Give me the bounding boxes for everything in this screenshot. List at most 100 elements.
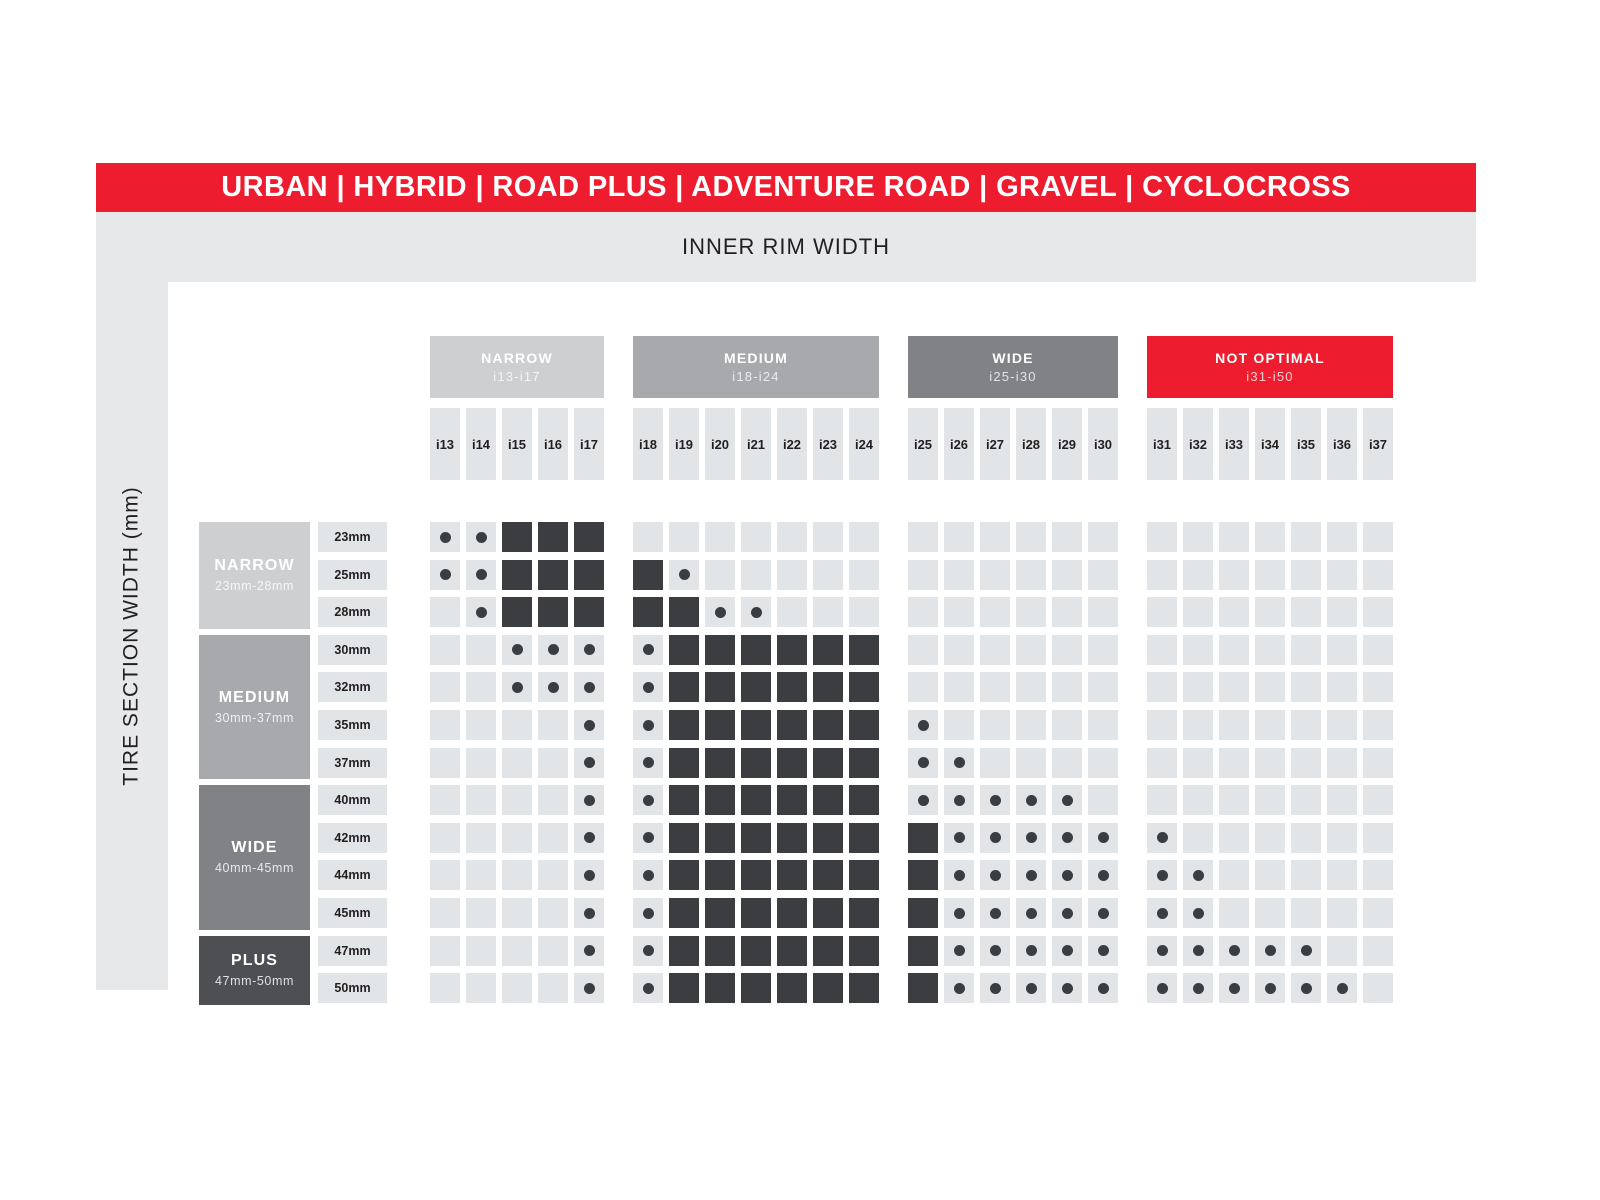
matrix-cell: [908, 898, 938, 928]
matrix-cell: [1016, 597, 1046, 628]
matrix-cell: [908, 860, 938, 891]
matrix-cell: [1016, 860, 1046, 891]
column-header-i21: i21: [741, 408, 771, 480]
matrix-cell: [669, 634, 699, 665]
matrix-cell: [705, 747, 735, 778]
row-group-name: WIDE: [231, 839, 278, 857]
column-group-range: i13-i17: [493, 369, 541, 384]
matrix-cell: [538, 597, 568, 628]
matrix-cell: [466, 559, 496, 590]
matrix-cell: [502, 973, 532, 1004]
matrix-cell: [574, 634, 604, 665]
column-header-i13: i13: [430, 408, 460, 480]
matrix-cell: [741, 634, 771, 665]
matrix-cell: [1363, 822, 1393, 853]
matrix-cell: [705, 860, 735, 891]
matrix-cell: [944, 822, 974, 853]
matrix-cell: [538, 973, 568, 1004]
matrix-cell: [502, 559, 532, 590]
matrix-cell: [1363, 634, 1393, 665]
matrix-cell: [908, 634, 938, 665]
matrix-cell: [777, 710, 807, 740]
matrix-cell: [980, 634, 1010, 665]
matrix-cell: [980, 898, 1010, 928]
matrix-cell: [1052, 935, 1082, 966]
matrix-cell: [574, 747, 604, 778]
matrix-cell: [849, 973, 879, 1004]
matrix-cell: [669, 747, 699, 778]
matrix-cell: [849, 935, 879, 966]
row-header-28mm: 28mm: [318, 597, 387, 628]
matrix-cell: [574, 559, 604, 590]
row-group-range: 30mm-37mm: [214, 710, 295, 725]
matrix-cell: [669, 898, 699, 928]
matrix-cell: [1363, 522, 1393, 552]
matrix-cell: [1052, 559, 1082, 590]
matrix-cell: [1291, 935, 1321, 966]
matrix-cell: [466, 672, 496, 703]
matrix-cell: [1219, 898, 1249, 928]
matrix-cell: [1255, 634, 1285, 665]
column-group-name: MEDIUM: [724, 350, 788, 366]
matrix-cell: [944, 785, 974, 816]
matrix-cell: [1147, 785, 1177, 816]
matrix-cell: [813, 710, 843, 740]
matrix-cell: [538, 559, 568, 590]
matrix-cell: [538, 860, 568, 891]
column-group-not-optimal: NOT OPTIMAL i31-i50: [1147, 336, 1393, 398]
matrix-cell: [849, 785, 879, 816]
matrix-cell: [1016, 747, 1046, 778]
matrix-cell: [849, 522, 879, 552]
matrix-cell: [538, 935, 568, 966]
matrix-cell: [430, 634, 460, 665]
matrix-cell: [430, 522, 460, 552]
matrix-cell: [1363, 785, 1393, 816]
matrix-cell: [1183, 522, 1213, 552]
matrix-cell: [1052, 672, 1082, 703]
matrix-cell: [849, 898, 879, 928]
matrix-cell: [1016, 559, 1046, 590]
matrix-cell: [669, 860, 699, 891]
matrix-cell: [908, 672, 938, 703]
row-group-range: 40mm-45mm: [214, 861, 295, 876]
matrix-cell: [1016, 522, 1046, 552]
matrix-cell: [908, 822, 938, 853]
matrix-cell: [430, 747, 460, 778]
matrix-cell: [430, 973, 460, 1004]
row-header-47mm: 47mm: [318, 935, 387, 966]
matrix-cell: [1016, 710, 1046, 740]
matrix-cell: [1363, 898, 1393, 928]
matrix-cell: [574, 522, 604, 552]
matrix-cell: [1327, 747, 1357, 778]
matrix-cell: [813, 597, 843, 628]
matrix-cell: [813, 860, 843, 891]
matrix-cell: [1088, 822, 1118, 853]
matrix-cell: [813, 935, 843, 966]
matrix-cell: [1052, 747, 1082, 778]
matrix-cell: [1219, 785, 1249, 816]
matrix-cell: [1016, 634, 1046, 665]
matrix-cell: [574, 597, 604, 628]
matrix-cell: [669, 973, 699, 1004]
column-group-name: NOT OPTIMAL: [1215, 350, 1325, 366]
matrix-cell: [669, 597, 699, 628]
matrix-cell: [777, 747, 807, 778]
matrix-cell: [538, 822, 568, 853]
column-header-i32: i32: [1183, 408, 1213, 480]
matrix-cell: [430, 935, 460, 966]
matrix-cell: [633, 522, 663, 552]
matrix-cell: [1147, 898, 1177, 928]
matrix-cell: [741, 710, 771, 740]
matrix-cell: [633, 597, 663, 628]
matrix-cell: [1291, 860, 1321, 891]
matrix-cell: [944, 672, 974, 703]
y-axis-title-text: TIRE SECTION WIDTH (mm): [120, 486, 143, 786]
matrix-cell: [466, 898, 496, 928]
matrix-cell: [1255, 973, 1285, 1004]
matrix-cell: [908, 559, 938, 590]
matrix-cell: [1183, 672, 1213, 703]
matrix-cell: [1363, 860, 1393, 891]
matrix-cell: [574, 898, 604, 928]
matrix-cell: [1147, 522, 1177, 552]
matrix-cell: [1088, 747, 1118, 778]
